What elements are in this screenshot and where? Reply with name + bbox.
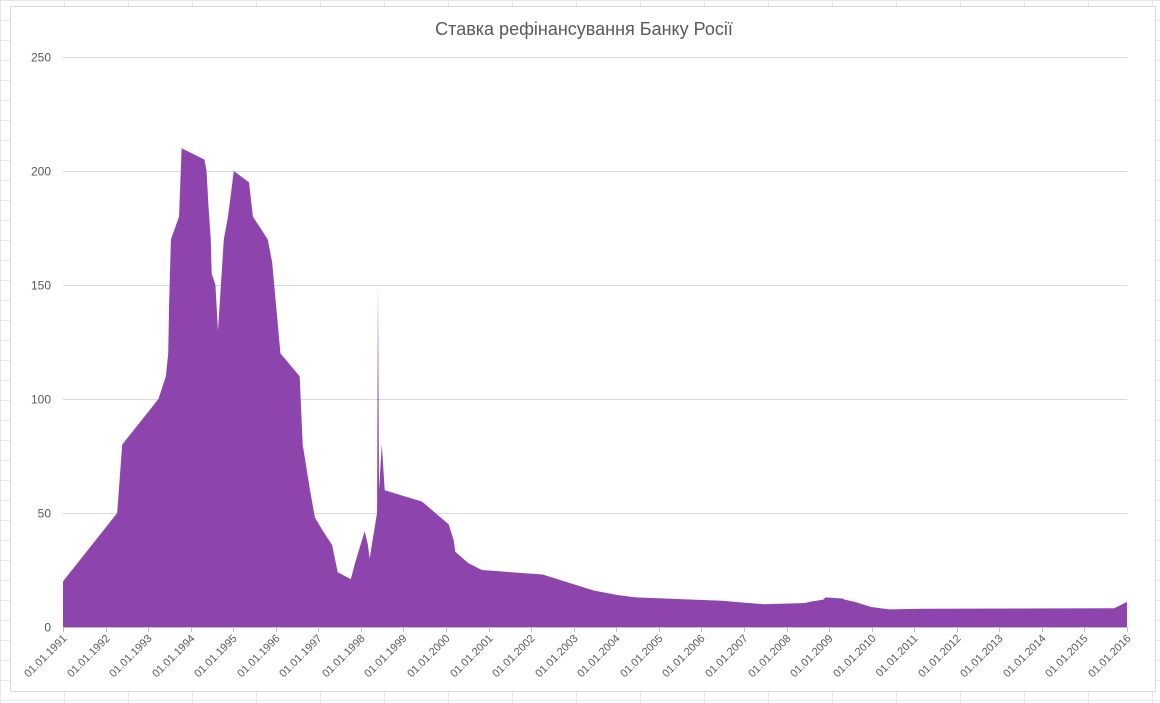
x-tick-label: 01.01.1993 bbox=[107, 633, 154, 680]
x-tick-label: 01.01.1994 bbox=[150, 633, 197, 680]
x-tick-label: 01.01.2000 bbox=[405, 633, 452, 680]
x-tick-label: 01.01.2005 bbox=[618, 633, 665, 680]
y-tick-label: 50 bbox=[38, 507, 52, 521]
x-tick-label: 01.01.2006 bbox=[660, 633, 707, 680]
x-tick-label: 01.01.1991 bbox=[22, 633, 69, 680]
series-area-0[interactable] bbox=[63, 148, 1127, 627]
x-tick-label: 01.01.1995 bbox=[192, 633, 239, 680]
series-group bbox=[63, 148, 1127, 627]
x-tick-label: 01.01.2010 bbox=[831, 633, 878, 680]
x-tick-label: 01.01.1997 bbox=[277, 633, 324, 680]
y-tick-label: 200 bbox=[31, 165, 51, 179]
y-tick-label: 0 bbox=[44, 621, 51, 635]
y-tick-label: 100 bbox=[31, 393, 51, 407]
x-tick-label: 01.01.2015 bbox=[1043, 633, 1090, 680]
x-tick-label: 01.01.2012 bbox=[916, 633, 963, 680]
x-tick-label: 01.01.2009 bbox=[788, 633, 835, 680]
y-tick-label: 250 bbox=[31, 51, 51, 65]
x-tick-label: 01.01.2003 bbox=[533, 633, 580, 680]
x-tick-label: 01.01.2004 bbox=[575, 633, 622, 680]
chart-title: Ставка рефінансування Банку Росії bbox=[435, 19, 733, 39]
chart-area[interactable]: Ставка рефінансування Банку Росії 0 50 100… bbox=[10, 6, 1156, 692]
x-tick-label: 01.01.2016 bbox=[1086, 633, 1133, 680]
x-tick-label: 01.01.2011 bbox=[874, 633, 921, 680]
x-axis: 01.01.199101.01.199201.01.199301.01.1994… bbox=[22, 627, 1134, 680]
y-axis: 0 50 100 150 200 250 bbox=[31, 51, 51, 635]
x-tick-label: 01.01.2008 bbox=[746, 633, 793, 680]
x-tick-label: 01.01.2001 bbox=[448, 633, 495, 680]
x-tick-label: 01.01.1992 bbox=[65, 633, 112, 680]
x-tick-label: 01.01.1998 bbox=[320, 633, 367, 680]
x-tick-label: 01.01.1999 bbox=[362, 633, 409, 680]
y-tick-label: 150 bbox=[31, 279, 51, 293]
x-tick-label: 01.01.2007 bbox=[703, 633, 750, 680]
x-tick-label: 01.01.1996 bbox=[235, 633, 282, 680]
x-tick-label: 01.01.2002 bbox=[490, 633, 537, 680]
x-tick-label: 01.01.2014 bbox=[1001, 633, 1048, 680]
x-tick-label: 01.01.2013 bbox=[958, 633, 1005, 680]
